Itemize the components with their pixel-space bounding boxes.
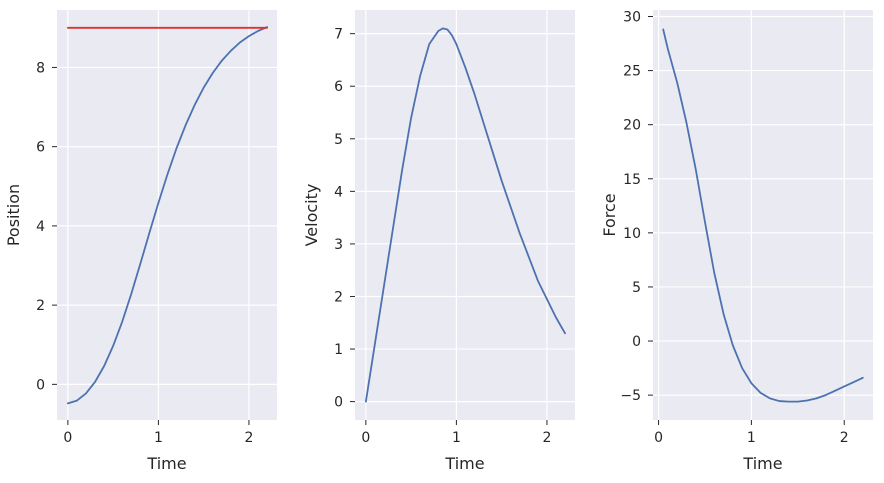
- plot-area: [57, 10, 277, 420]
- x-axis-label: Time: [444, 454, 484, 473]
- y-tick-label: 25: [623, 64, 641, 80]
- x-axis-label: Time: [146, 454, 186, 473]
- x-tick-label: 2: [840, 430, 849, 446]
- y-tick-label: 0: [632, 334, 641, 350]
- y-tick-label: 4: [334, 184, 343, 200]
- y-tick-label: 20: [623, 118, 641, 134]
- x-tick-label: 1: [747, 430, 756, 446]
- x-tick-label: 1: [452, 430, 461, 446]
- subplot-position: 0 1 2 0 2 4 6 8 Time Position: [4, 10, 277, 473]
- y-tick-label: 5: [334, 132, 343, 148]
- y-tick-label: 2: [36, 298, 45, 314]
- y-tick-label: 15: [623, 172, 641, 188]
- y-tick-label: 2: [334, 289, 343, 305]
- y-axis-label: Position: [4, 184, 23, 246]
- y-tick-label: 3: [334, 237, 343, 253]
- subplot-force: 0 1 2 −5 0 5 10 15 20 25 30 Time Force: [600, 9, 873, 473]
- y-tick-label: 1: [334, 342, 343, 358]
- x-axis-label: Time: [742, 454, 782, 473]
- y-tick-label: 6: [334, 79, 343, 95]
- plot-area: [653, 10, 873, 420]
- y-axis-label: Velocity: [302, 184, 321, 247]
- y-tick-label: 0: [36, 377, 45, 393]
- y-tick-label: 4: [36, 219, 45, 235]
- plot-area: [355, 10, 575, 420]
- y-tick-label: 10: [623, 226, 641, 242]
- y-axis-label: Force: [600, 193, 619, 236]
- series-line-1: [662, 28, 864, 403]
- y-tick-label: −5: [620, 388, 641, 404]
- series-line-1: [364, 27, 566, 403]
- y-tick-label: 0: [334, 395, 343, 411]
- y-tick-label: 8: [36, 60, 45, 76]
- y-tick-label: 7: [334, 27, 343, 43]
- y-tick-label: 6: [36, 140, 45, 156]
- y-tick-label: 30: [623, 9, 641, 25]
- subplot-velocity: 0 1 2 0 1 2 3 4 5 6 7 Time Velocity: [302, 10, 575, 473]
- series-line-1: [66, 26, 268, 405]
- x-tick-label: 2: [542, 430, 551, 446]
- gridlines: [355, 10, 575, 420]
- x-tick-label: 0: [63, 430, 72, 446]
- x-tick-label: 1: [154, 430, 163, 446]
- x-tick-label: 0: [654, 430, 663, 446]
- y-tick-label: 5: [632, 280, 641, 296]
- x-tick-label: 2: [244, 430, 253, 446]
- x-tick-label: 0: [361, 430, 370, 446]
- gridlines: [653, 10, 873, 420]
